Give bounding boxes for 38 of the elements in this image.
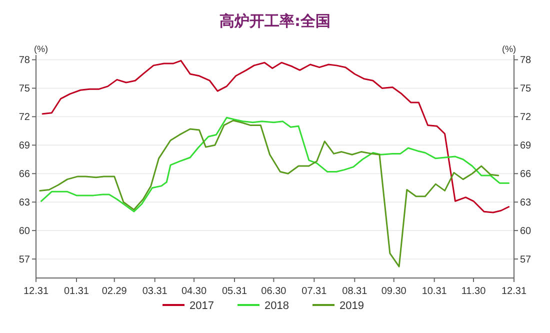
x-tick-label: 12.31 [501, 286, 527, 297]
x-tick-label: 10.31 [422, 286, 448, 297]
y2-tick-label: 69 [520, 140, 532, 152]
y-tick-label: 60 [18, 226, 30, 238]
y-tick-label: 78 [18, 55, 30, 66]
line-series [40, 116, 510, 212]
y-axis-title: (%) [34, 44, 48, 54]
x-tick-label: 04.30 [182, 286, 207, 297]
x-tick-label: 11.30 [461, 286, 486, 297]
chart-title: 高炉开工率:全国 [220, 12, 330, 30]
y-tick-label: 57 [18, 254, 30, 266]
y2-tick-label: 66 [520, 169, 532, 180]
y2-tick-label: 57 [520, 254, 532, 266]
y2-tick-label: 72 [520, 112, 532, 124]
y-tick-label: 66 [18, 169, 30, 180]
y2-axis-title: (%) [502, 44, 516, 54]
y-tick-label: 72 [18, 112, 30, 124]
x-tick-label: 03.31 [142, 286, 168, 297]
y2-tick-label: 60 [520, 226, 532, 238]
x-tick-label: 08.31 [342, 286, 368, 297]
y2-tick-label: 63 [520, 198, 532, 209]
x-tick-label: 02.29 [102, 286, 128, 297]
x-tick-label: 09.30 [381, 286, 407, 297]
line-series [42, 60, 510, 214]
legend-label: 2018 [264, 300, 289, 312]
x-tick-label: 06.30 [261, 286, 287, 297]
y2-tick-label: 75 [520, 84, 532, 95]
legend-label: 2019 [340, 300, 364, 312]
y2-tick-label: 78 [520, 55, 532, 66]
line-series [39, 120, 500, 268]
y-tick-label: 63 [18, 198, 30, 209]
y-tick-label: 69 [18, 140, 30, 152]
x-tick-label: 01.31 [64, 286, 90, 297]
x-tick-label: 07.31 [302, 286, 328, 297]
x-tick-label: 12.31 [23, 286, 49, 297]
legend-label: 2017 [190, 300, 214, 312]
x-tick-label: 05.31 [222, 286, 248, 297]
y-tick-label: 75 [18, 84, 30, 95]
